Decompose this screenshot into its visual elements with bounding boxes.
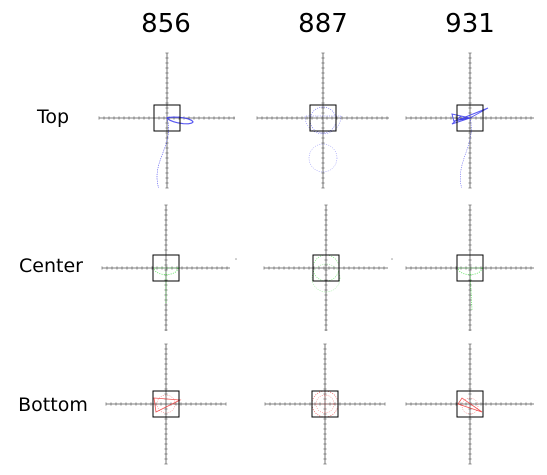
pattern-trace (304, 115, 342, 135)
reference-box (311, 390, 339, 418)
pattern-trace (315, 394, 335, 414)
reference-box (309, 104, 337, 132)
panel-r2-c1 (101, 204, 230, 331)
pattern-trace (153, 397, 182, 413)
reference-box (152, 254, 180, 282)
pattern-trace (311, 263, 341, 293)
panel-r2-c3 (405, 204, 534, 331)
row-label-top: Top (36, 106, 69, 128)
panels-layer (98, 52, 534, 465)
reference-box (456, 254, 484, 282)
stray-dot (391, 258, 393, 260)
panel-r1-c1 (98, 52, 235, 189)
pattern-trace (461, 397, 479, 415)
stray-dot (235, 258, 237, 260)
pattern-trace (312, 391, 338, 417)
row-label-bottom: Bottom (18, 394, 88, 416)
reference-box (152, 390, 180, 418)
row-label-center: Center (19, 255, 83, 277)
panel-r2-c2 (263, 204, 388, 331)
panel-r3-c3 (405, 343, 534, 465)
pattern-trace (469, 271, 473, 311)
panel-r1-c2 (256, 52, 389, 189)
panel-r1-c3 (405, 52, 534, 189)
panel-r3-c2 (264, 343, 386, 465)
column-title-3: 931 (445, 9, 495, 39)
panel-r3-c1 (105, 343, 227, 465)
column-title-2: 887 (298, 9, 348, 39)
pattern-trace (156, 394, 176, 414)
reference-box (153, 104, 181, 132)
pattern-trace (457, 397, 483, 413)
reference-box (312, 254, 340, 282)
reference-box (456, 390, 484, 418)
pattern-trace (457, 107, 489, 121)
column-title-1: 856 (141, 9, 191, 39)
pattern-trace (308, 143, 338, 173)
reference-box (456, 104, 484, 132)
